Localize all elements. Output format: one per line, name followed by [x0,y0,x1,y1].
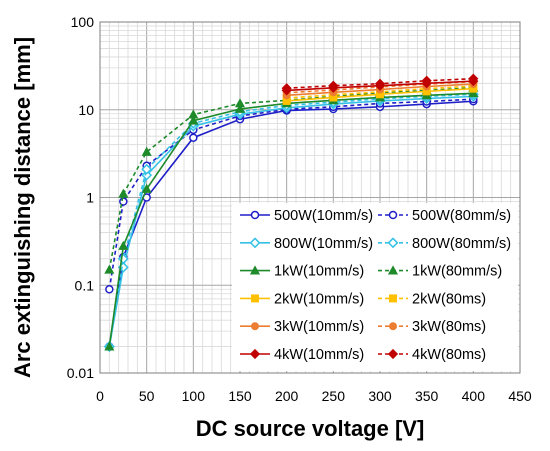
legend-label: 4kW(80ms) [412,347,486,363]
legend-marker [251,294,259,303]
x-tick-label: 350 [415,388,439,404]
series-line [108,100,474,347]
legend-entry: 1kW(10mm/s) [240,264,364,280]
y-tick-label: 0.01 [67,365,94,381]
y-tick-label: 100 [71,14,95,30]
legend-entry: 800W(10mm/s) [240,236,373,252]
legend-entry: 2kW(80ms) [378,291,486,307]
data-point [141,169,153,181]
legend-marker [249,348,261,360]
legend-marker [387,237,399,249]
y-tick-label: 0.1 [75,277,95,293]
legend-marker [389,294,397,303]
y-tick-label: 1 [86,190,94,206]
legend-label: 4kW(10mm/s) [274,347,364,363]
plot-area [99,21,521,374]
legend-marker [249,265,261,275]
legend [232,203,518,371]
legend-marker [387,265,399,275]
series-layer [103,73,479,353]
data-point [141,163,153,175]
x-tick-label: 200 [275,388,299,404]
data-point [328,80,339,91]
legend-marker [249,237,261,249]
legend-marker [388,210,398,220]
legend-label: 3kW(10mm/s) [274,319,364,335]
x-tick-label: 400 [462,388,486,404]
y-tick-label: 10 [78,102,94,118]
legend-label: 3kW(80ms) [412,319,486,335]
legend-entry: 500W(10mm/s) [240,208,373,224]
legend-entry: 800W(80mm/s) [378,236,511,252]
data-point [105,285,114,294]
legend-marker [387,348,399,360]
data-point [118,188,129,198]
data-point [188,109,199,119]
data-point [374,78,386,89]
data-point [104,264,115,274]
legend-label: 2kW(10mm/s) [274,291,364,307]
legend-label: 500W(80mm/s) [412,208,511,224]
legend-label: 500W(10mm/s) [274,208,373,224]
x-tick-label: 100 [182,388,206,404]
series-group [281,73,479,94]
legend-label: 800W(10mm/s) [274,236,373,252]
y-axis-title: Arc extinguishing distance [mm] [10,37,35,378]
legend-marker [389,322,397,331]
legend-entries: 500W(10mm/s) 500W(80mm/s) 800W(10mm/s) 800W… [240,208,511,363]
x-tick-label: 50 [139,388,155,404]
legend-label: 1kW(10mm/s) [274,264,364,280]
legend-label: 1kW(80mm/s) [412,264,502,280]
legend-marker [250,210,260,220]
data-point [141,146,152,156]
legend-label: 800W(80mm/s) [412,236,511,252]
legend-entry: 500W(80mm/s) [378,208,511,224]
data-point [189,133,198,142]
data-point [421,75,432,86]
data-point [234,98,246,108]
data-point [118,240,129,250]
legend-entry: 1kW(80mm/s) [378,264,502,280]
series-line [108,92,474,347]
x-tick-label: 450 [508,388,532,404]
data-point [188,115,199,125]
data-point [468,88,479,98]
legend-marker [251,322,259,331]
data-point [234,103,246,113]
x-axis-title: DC source voltage [V] [196,416,425,441]
series-line [108,93,474,347]
legend-entry: 3kW(10mm/s) [240,319,364,335]
data-point [141,183,152,193]
legend-entry: 3kW(80ms) [378,319,486,335]
data-point [104,341,115,351]
x-tick-label: 250 [322,388,346,404]
tick-labels: 0 50 100 150 200 250 300 350 400 450 0.01 0.1 1 10 100 [67,14,532,404]
legend-entry: 4kW(10mm/s) [240,347,364,363]
legend-entry: 4kW(80ms) [378,347,486,363]
series-line [108,98,474,290]
x-tick-label: 300 [368,388,392,404]
data-point [468,73,479,84]
series-line [108,86,474,270]
legend-entry: 2kW(10mm/s) [240,291,364,307]
series-line [108,95,474,347]
data-point [281,83,292,94]
legend-label: 2kW(80ms) [412,291,486,307]
x-tick-label: 0 [96,388,104,404]
x-tick-label: 150 [228,388,252,404]
